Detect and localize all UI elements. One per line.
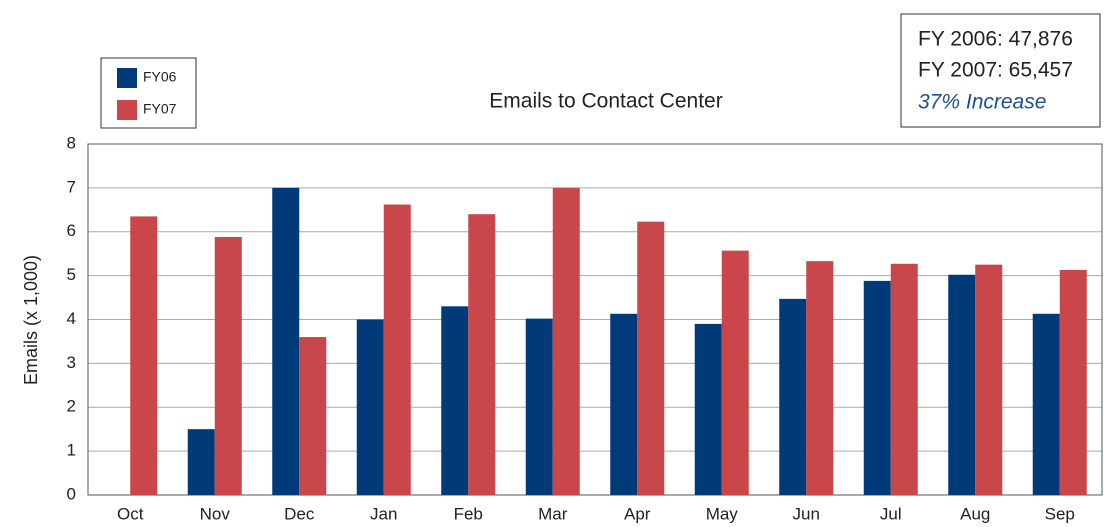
bar	[214, 237, 242, 495]
legend-box	[100, 57, 197, 129]
legend-swatch	[117, 100, 137, 120]
info-box	[900, 13, 1101, 128]
bar	[779, 298, 807, 495]
bar	[468, 214, 496, 495]
x-tick-label: Jul	[880, 504, 902, 523]
info-text: 37% Increase	[918, 91, 1046, 114]
x-tick-label: May	[706, 504, 739, 523]
x-tick-label: Feb	[454, 504, 483, 523]
x-tick-label: Mar	[538, 504, 568, 523]
legend-label: FY06	[143, 69, 177, 85]
legend-label: FY07	[143, 101, 177, 117]
info-text: FY 2007: 65,457	[918, 59, 1073, 82]
x-tick-label: Sep	[1045, 504, 1075, 523]
bar	[610, 313, 638, 495]
y-tick-label: 7	[67, 177, 76, 196]
bar	[187, 429, 215, 495]
bar	[552, 187, 580, 495]
bar	[299, 337, 327, 495]
bar	[356, 319, 384, 495]
y-axis-label: Emails (x 1,000)	[21, 255, 41, 385]
bar	[1059, 269, 1087, 495]
legend-swatch	[117, 68, 137, 88]
plot-frame	[87, 143, 1103, 496]
bar	[1032, 313, 1060, 495]
bar	[272, 187, 300, 495]
x-tick-label: Nov	[200, 504, 231, 523]
bar	[525, 318, 553, 495]
bar	[948, 274, 976, 495]
y-tick-label: 3	[67, 353, 76, 372]
bar	[863, 280, 891, 495]
y-tick-label: 6	[67, 221, 76, 240]
bar	[806, 261, 834, 495]
x-tick-label: Dec	[284, 504, 315, 523]
info-text: FY 2006: 47,876	[918, 28, 1073, 51]
y-tick-label: 4	[67, 309, 76, 328]
x-tick-label: Apr	[624, 504, 651, 523]
bar	[694, 323, 722, 495]
chart-title: Emails to Contact Center	[489, 90, 722, 113]
y-tick-label: 1	[67, 441, 76, 460]
x-tick-label: Aug	[960, 504, 990, 523]
bar	[383, 204, 411, 496]
bar	[637, 221, 665, 495]
y-tick-label: 0	[67, 484, 76, 503]
bar	[890, 263, 918, 495]
bar	[975, 264, 1003, 495]
x-tick-label: Jun	[793, 504, 820, 523]
bar	[721, 250, 749, 495]
y-tick-label: 2	[67, 397, 76, 416]
bar	[441, 306, 469, 495]
bar	[130, 216, 158, 496]
y-tick-label: 5	[67, 265, 76, 284]
y-tick-label: 8	[67, 133, 76, 152]
x-tick-label: Oct	[117, 504, 144, 523]
x-tick-label: Jan	[370, 504, 397, 523]
